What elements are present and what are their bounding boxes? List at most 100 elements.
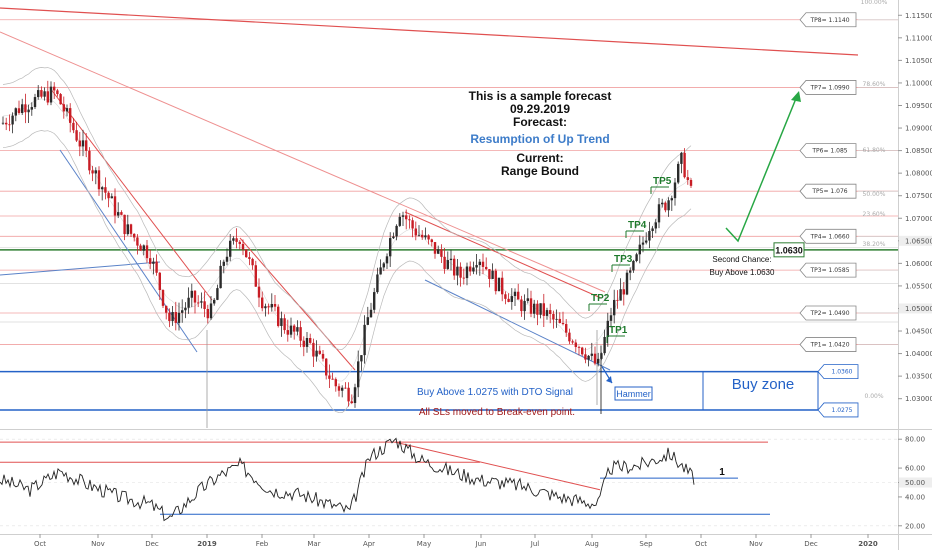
candle-body [261,297,264,309]
candle-body [433,242,437,254]
candle-body [565,324,568,333]
candle-body [654,222,657,229]
time-tick-label: Aug [585,540,599,548]
time-tick-label: Jul [530,540,540,548]
fib-label: 23.60% [863,211,886,218]
tp-box-label: TP1= 1.0420 [809,342,849,349]
candle-body [424,235,427,238]
candle-body [411,220,414,229]
fib-label: 50.00% [863,191,886,198]
tp-box-label: TP4= 1.0660 [809,233,849,240]
candle-body [321,353,325,359]
candle-body [181,310,184,313]
candle-body [241,244,245,250]
candle-body [283,318,286,331]
candle-body [408,219,411,221]
candle-body [504,294,507,299]
price-tick-label: 1.07000 [905,215,932,223]
fib-label: 38.20% [863,241,886,248]
candle-body [689,179,693,186]
candle-body [478,261,481,266]
osc-current-label: 50.00 [905,479,925,487]
candle-body [21,104,24,113]
osc-tick-label: 20.00 [905,522,925,530]
candle-body [357,361,360,388]
hammer-label-box [614,386,653,401]
candle-body [603,336,606,354]
candle-body [670,198,673,201]
candle-body [568,332,571,342]
osc-current-badge [899,477,932,488]
candle-body [328,375,331,379]
price-tick-label: 1.10000 [905,79,932,87]
fib-label: 100.00% [861,0,888,6]
candle-body [337,386,341,391]
forecast-arrow-head [791,91,801,102]
forecast-value: Resumption of Up Trend [470,132,609,146]
candle-body [200,301,203,303]
candle-body [597,358,600,364]
candle-body [507,298,510,302]
candle-body [85,140,88,151]
candle-body [302,340,305,347]
key-level-label: 1.0630 [775,245,803,255]
candle-body [331,378,334,380]
candle-body [312,342,315,357]
candle-body [446,260,449,269]
candle-body [94,170,97,174]
candle-body [296,327,299,332]
fib-label: 0.00% [864,393,883,400]
candle-body [174,312,177,323]
candle-body [539,303,542,315]
descending-trend-line [239,237,356,371]
candle-body [587,355,590,360]
candle-body [91,170,94,174]
price-tick-label: 1.06000 [905,260,932,268]
time-tick-label: Dec [145,540,159,548]
candle-body [53,86,56,91]
candle-body [72,122,75,131]
candle-body [686,177,689,180]
oscillator-annotation: 1 [719,467,725,478]
candle-body [27,109,30,113]
candle-body [449,258,453,261]
candle-body [104,187,107,193]
candle-body [350,401,353,404]
candle-body [139,245,142,251]
descending-trend-line [0,31,606,293]
candle-body [267,306,270,308]
candle-body [523,300,526,312]
candle-body [577,346,581,348]
candle-body [107,192,110,199]
time-tick-label: Oct [695,540,707,548]
candle-body [443,256,446,269]
candle-body [171,312,174,322]
candle-body [129,224,133,234]
candle-body [158,272,161,291]
candle-body [475,265,478,268]
time-tick-label: Mar [307,540,320,548]
candle-body [677,163,680,183]
tp-chart-label: TP3 [614,254,633,265]
candle-body [289,325,293,335]
candle-body [616,299,619,301]
candle-body [168,312,171,322]
candle-body [69,108,72,123]
candle-body [97,170,101,190]
candle-body [571,341,574,343]
candle-body [318,350,321,354]
candle-body [661,202,664,205]
price-tick-label: 1.09500 [905,102,932,110]
candle-body [606,320,609,337]
candle-body [5,122,8,125]
time-tick-label: Sep [639,540,653,548]
candle-body [152,261,155,264]
candle-body [273,303,277,307]
tp-chart-label: TP5 [653,176,672,187]
candle-body [43,91,46,97]
price-tick-label: 1.03000 [905,395,932,403]
candle-body [49,86,53,103]
candle-body [238,241,241,245]
tp-chart-label: TP2 [591,293,610,304]
candle-body [235,238,238,242]
